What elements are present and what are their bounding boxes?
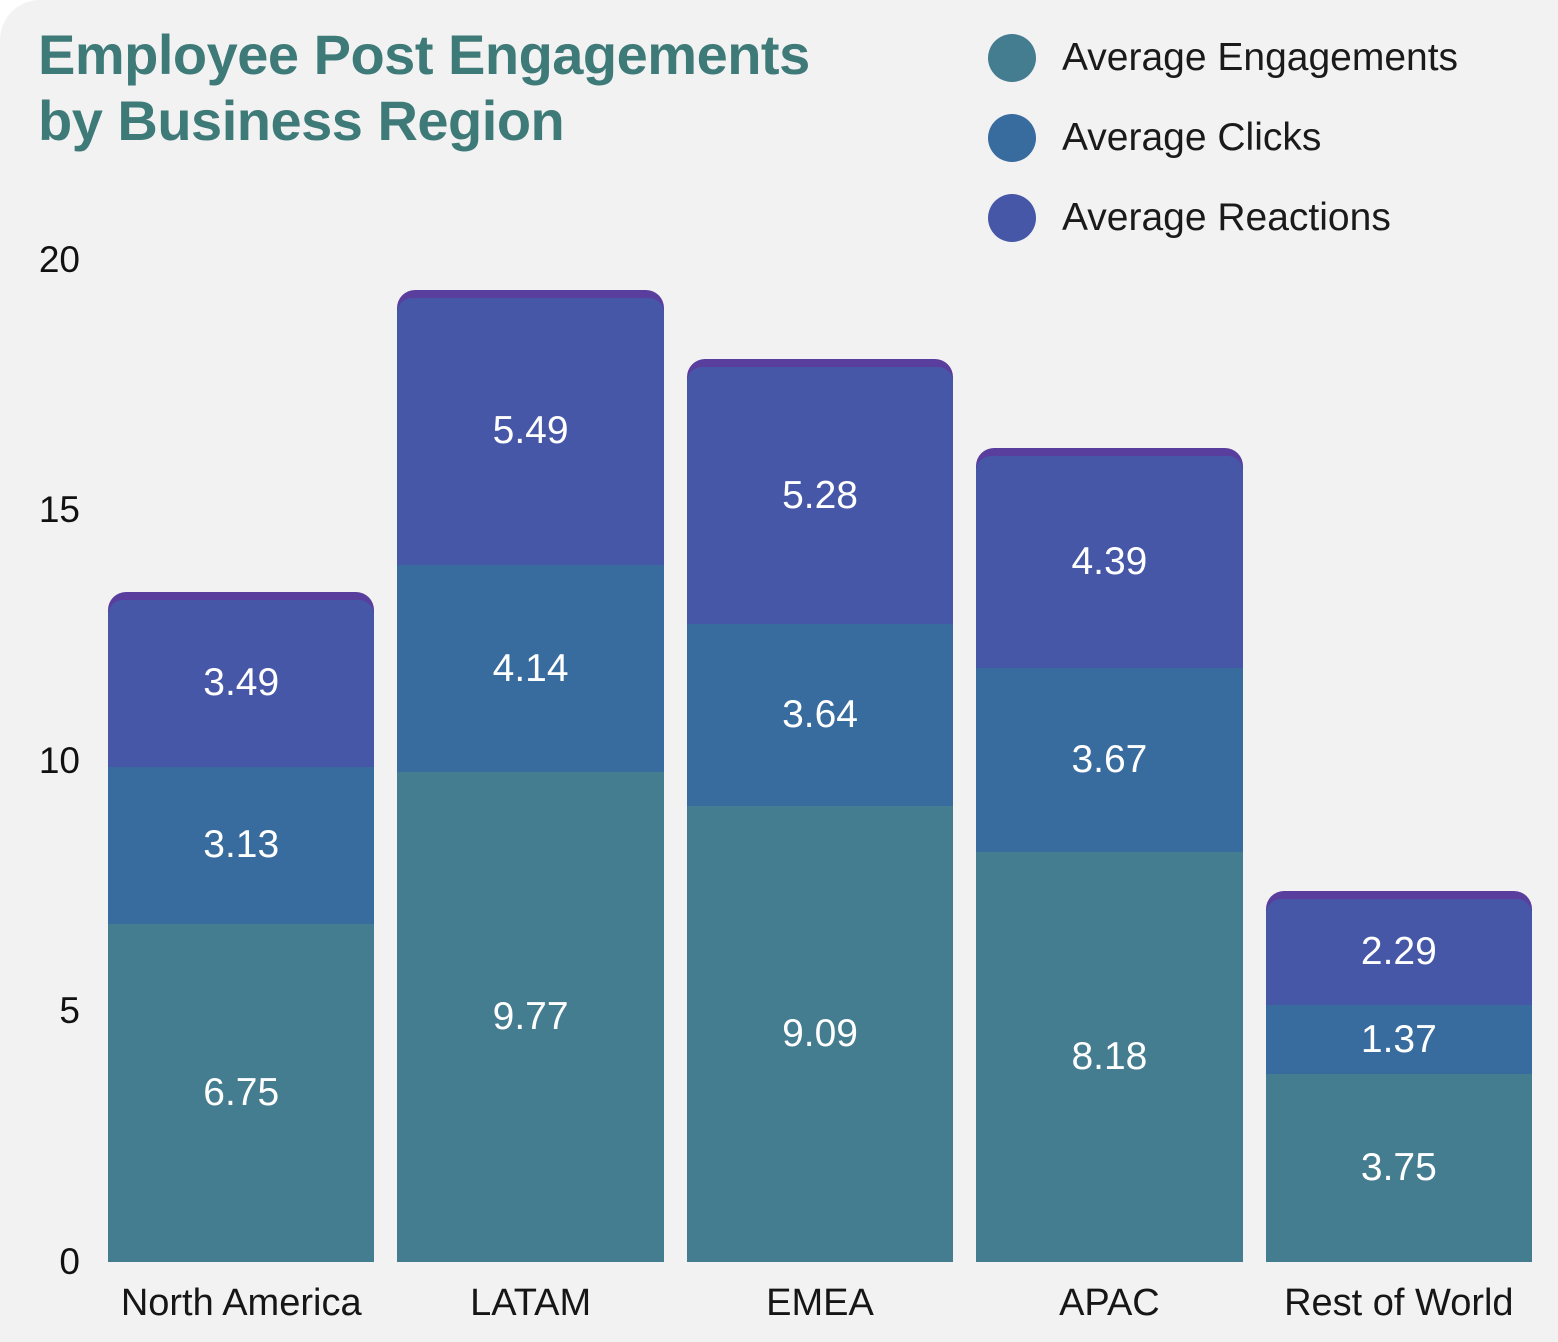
x-label-emea: EMEA: [766, 1282, 874, 1324]
legend-label: Average Reactions: [1062, 196, 1391, 239]
segment-average-clicks-rest-of-world: 1.37: [1265, 1005, 1533, 1075]
y-tick-label-20: 20: [38, 238, 80, 280]
value-label: 2.29: [1360, 929, 1437, 973]
segment-average-engagements-latam: 9.77: [397, 772, 664, 1262]
legend-item-0: Average Engagements: [988, 33, 1458, 83]
value-label: 9.77: [492, 995, 569, 1039]
plot-area: 3.49 3.13 6.75 5.49 4.14 9.77 5.28 3.64 9.09 4.39…: [108, 0, 1533, 1262]
x-label-apac: APAC: [1059, 1282, 1160, 1324]
legend-circle-icon: [988, 114, 1036, 162]
segment-average-clicks-north-america: 3.13: [108, 766, 375, 924]
value-label: 8.18: [1071, 1034, 1148, 1078]
segment-average-reactions-rest-of-world: 2.29: [1265, 898, 1533, 1006]
legend: Average Engagements Average Clicks Average…: [988, 33, 1458, 243]
segment-average-reactions-emea: 5.28: [686, 367, 954, 624]
value-label: 3.64: [782, 693, 858, 737]
bar-apac: 4.39 3.67 8.18: [976, 447, 1243, 1262]
y-tick-label-15: 15: [38, 489, 80, 531]
value-label: 3.67: [1071, 738, 1148, 781]
y-axis: 0 5 10 15 20: [0, 0, 80, 1342]
y-tick-label-10: 10: [38, 739, 80, 781]
legend-circle-icon: [988, 34, 1036, 82]
value-label: 5.49: [492, 409, 569, 453]
value-label: 3.13: [203, 823, 280, 867]
y-tick-label-0: 0: [59, 1241, 80, 1282]
legend-item-1: Average Clicks: [988, 113, 1458, 163]
bar-emea: 5.28 3.64 9.09: [686, 359, 954, 1262]
segment-average-engagements-emea: 9.09: [686, 806, 954, 1262]
segment-average-engagements-rest-of-world: 3.75: [1265, 1074, 1533, 1262]
y-tick-label-5: 5: [59, 990, 80, 1032]
bar-segments: 4.39 3.67 8.18: [976, 455, 1243, 1262]
legend-label: Average Clicks: [1062, 116, 1322, 159]
x-label-north-america: North America: [120, 1282, 362, 1324]
segment-average-clicks-latam: 4.14: [397, 564, 664, 773]
bar-segments: 5.28 3.64 9.09: [686, 367, 954, 1262]
segment-average-reactions-north-america: 3.49: [108, 599, 375, 767]
bar-rest-of-world: 2.29 1.37 3.75: [1265, 890, 1533, 1262]
bar-segments: 3.49 3.13 6.75: [108, 599, 375, 1262]
bar-segments: 5.49 4.14 9.77: [397, 297, 664, 1262]
legend-label: Average Engagements: [1062, 36, 1459, 79]
bar-north-america: 3.49 3.13 6.75: [108, 591, 375, 1262]
legend-item-2: Average Reactions: [988, 193, 1458, 243]
chart-title: Employee Post Engagements by Business Re…: [38, 23, 810, 152]
value-label: 4.39: [1071, 540, 1148, 583]
value-label: 6.75: [203, 1070, 280, 1114]
segment-average-clicks-emea: 3.64: [686, 623, 954, 807]
segment-average-engagements-north-america: 6.75: [108, 923, 375, 1262]
segment-average-reactions-apac: 4.39: [976, 455, 1243, 669]
x-label-latam: LATAM: [470, 1282, 592, 1324]
segment-average-clicks-apac: 3.67: [976, 668, 1243, 852]
value-label: 5.28: [782, 473, 858, 517]
segment-average-engagements-apac: 8.18: [976, 851, 1243, 1262]
value-label: 3.49: [203, 661, 280, 705]
segment-average-reactions-latam: 5.49: [397, 297, 664, 565]
legend-circle-icon: [988, 194, 1036, 242]
x-label-rest-of-world: Rest of World: [1284, 1282, 1514, 1324]
x-axis-labels: North America LATAM EMEA APAC Rest of World: [108, 1268, 1532, 1325]
value-label: 3.75: [1360, 1146, 1437, 1189]
bar-latam: 5.49 4.14 9.77: [397, 289, 664, 1262]
value-label: 4.14: [492, 646, 569, 690]
value-label: 1.37: [1360, 1017, 1437, 1061]
bar-segments: 2.29 1.37 3.75: [1265, 898, 1533, 1262]
value-label: 9.09: [782, 1012, 858, 1056]
